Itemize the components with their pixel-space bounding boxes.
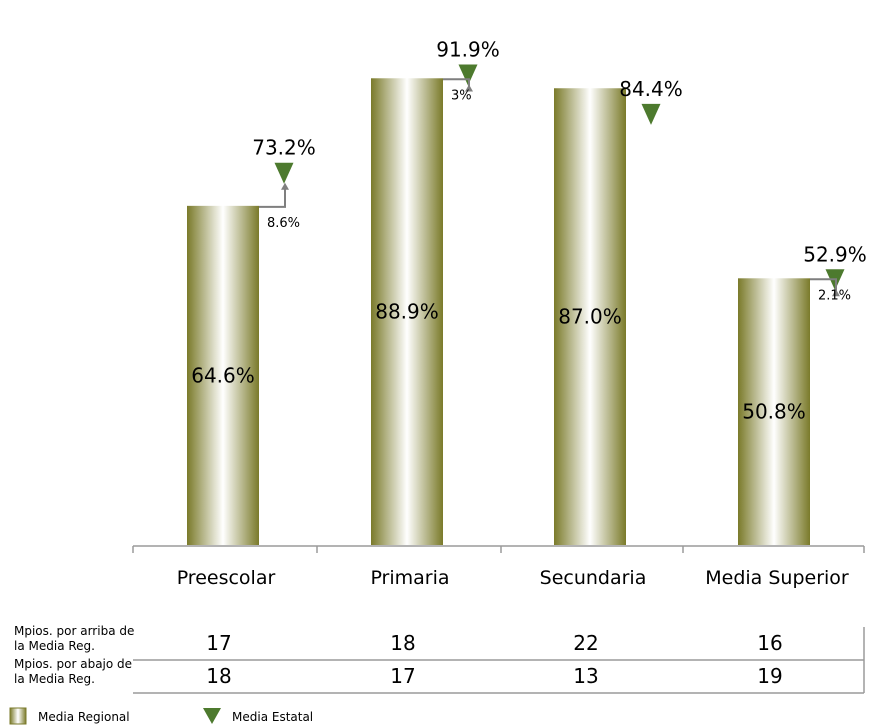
- marker-estatal: [274, 162, 294, 184]
- table-cell: 19: [757, 664, 782, 688]
- marker-estatal: [641, 103, 661, 125]
- bar-value-label: 64.6%: [191, 363, 255, 387]
- marker-estatal: [458, 64, 478, 86]
- estatal-value-label: 52.9%: [803, 242, 867, 266]
- table-cell: 17: [206, 631, 231, 655]
- table-row-header: Mpios. por abajo de: [14, 657, 132, 671]
- arrow-head: [465, 84, 473, 92]
- legend-regional-label: Media Regional: [38, 710, 130, 724]
- bar-regional: [554, 88, 626, 545]
- legend: Media Regional Media Estatal: [9, 707, 313, 725]
- difference-label: 8.6%: [267, 216, 300, 231]
- bar-regional: [371, 78, 443, 546]
- table-cell: 17: [390, 664, 415, 688]
- estatal-value-label: 84.4%: [619, 77, 683, 101]
- bar-value-label: 50.8%: [742, 400, 806, 424]
- table-row-header: la Media Reg.: [14, 639, 95, 653]
- estatal-value-label: 73.2%: [252, 136, 316, 160]
- category-labels: Preescolar Primaria Secundaria Media Superi…: [177, 567, 849, 589]
- estatal-group: 73.2% 8.6% 91.9% 3% 84.4% 52.9% 2.1%: [252, 38, 867, 304]
- category-label: Media Superior: [705, 567, 849, 589]
- category-label: Secundaria: [540, 567, 647, 589]
- category-label: Primaria: [370, 567, 449, 589]
- arrow-head: [281, 182, 289, 190]
- table-cell: 18: [206, 664, 231, 688]
- table-cell: 22: [573, 631, 598, 655]
- bar-value-label: 88.9%: [375, 300, 439, 324]
- table-cell: 18: [390, 631, 415, 655]
- legend-regional-swatch: [9, 707, 27, 725]
- table-cell: 16: [757, 631, 782, 655]
- bar-regional: [738, 278, 810, 545]
- bars-group: 64.6% 88.9% 87.0% 50.8%: [187, 78, 810, 546]
- legend-estatal-marker: [203, 708, 221, 724]
- table-cell: 13: [573, 664, 598, 688]
- bar-regional: [187, 205, 259, 545]
- table-row-header: la Media Reg.: [14, 672, 95, 686]
- difference-label: 3%: [451, 88, 472, 103]
- estatal-value-label: 91.9%: [436, 38, 500, 62]
- arrow-head: [832, 289, 840, 297]
- difference-label: 2.1%: [818, 288, 851, 303]
- difference-arrow: [259, 187, 286, 208]
- bar-value-label: 87.0%: [558, 305, 622, 329]
- x-axis-ticks: [132, 546, 865, 553]
- category-label: Preescolar: [177, 567, 276, 589]
- table-row-header: Mpios. por arriba de: [14, 624, 134, 638]
- legend-estatal-label: Media Estatal: [232, 710, 313, 724]
